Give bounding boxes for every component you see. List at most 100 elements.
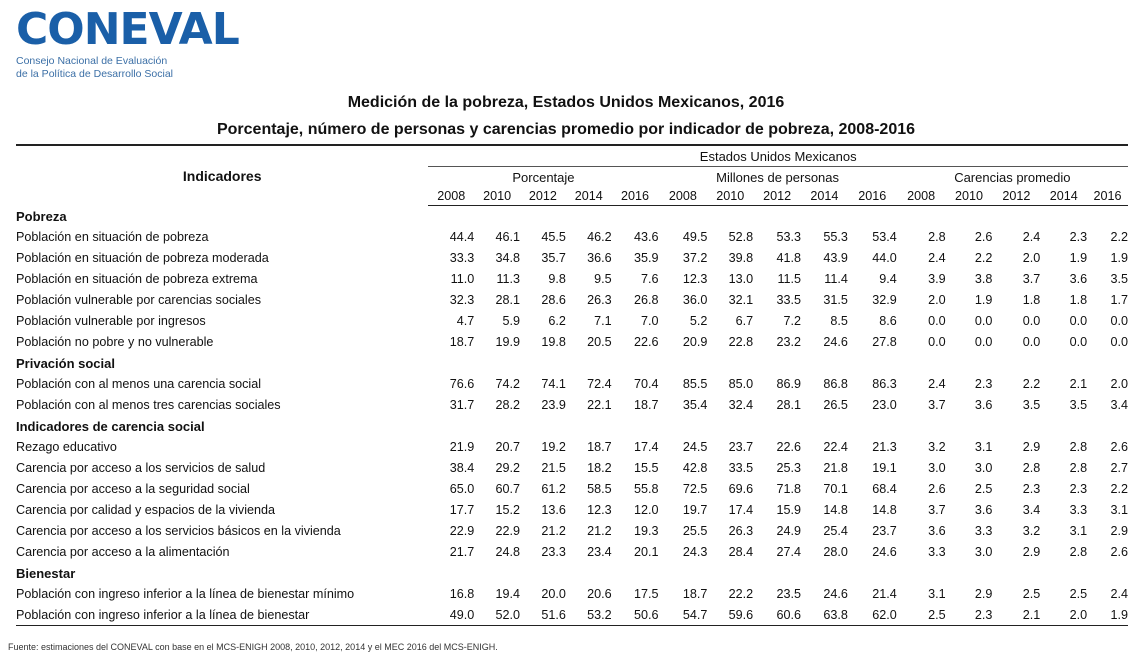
table-cell: 3.6: [974, 398, 993, 412]
table-cell: 20.7: [495, 440, 521, 454]
table-cell: 2.8: [1069, 545, 1088, 559]
table-cell: 17.4: [728, 503, 754, 517]
logo-wordmark: CONEVAL: [16, 4, 240, 55]
section-label: Bienestar: [16, 565, 76, 581]
table-cell: 86.3: [872, 377, 897, 391]
row-label: Población con al menos tres carencias so…: [16, 398, 281, 412]
table-cell: 23.7: [728, 440, 754, 454]
table-cell: 32.3: [449, 293, 475, 307]
table-row: Población en situación de pobreza modera…: [16, 248, 1128, 269]
table-cell: 2.8: [1022, 461, 1041, 475]
table-cell: 52.8: [728, 230, 754, 244]
table-cell: 50.6: [611, 604, 659, 626]
table-cell: 24.5: [682, 440, 708, 454]
table-cell: 27.8: [872, 335, 897, 349]
table-cell: 3.7: [928, 503, 946, 517]
table-row: Población con al menos una carencia soci…: [16, 374, 1128, 395]
table-cell: 14.8: [872, 503, 897, 517]
year-header: 2008: [428, 187, 475, 206]
table-cell: 3.5: [1110, 272, 1128, 286]
table-cell: 11.5: [777, 272, 802, 286]
table-cell: 36.0: [682, 293, 708, 307]
row-label: Población vulnerable por carencias socia…: [16, 293, 262, 307]
page-subtitle: Porcentaje, número de personas y carenci…: [216, 121, 916, 138]
table-cell: 2.3: [974, 377, 993, 391]
table-cell: 51.6: [520, 604, 566, 626]
table-cell: 3.0: [974, 461, 993, 475]
table-cell: 23.3: [541, 545, 566, 559]
table-cell: 60.6: [753, 604, 802, 626]
table-cell: 0.0: [1069, 314, 1088, 328]
table-row: Carencia por acceso a los servicios de s…: [16, 458, 1128, 479]
year-header-row: 2008 2010 2012 2014 2016 2008 2010 2012 2014 2016…: [16, 187, 1128, 206]
table-cell: 3.2: [1022, 524, 1041, 538]
table-cell: 32.9: [872, 293, 897, 307]
table-cell: 49.0: [428, 604, 475, 626]
table-cell: 2.6: [1110, 545, 1128, 559]
table-row: Carencia por acceso a la seguridad socia…: [16, 479, 1128, 500]
logo-subtitle-line2: de la Política de Desarrollo Social: [16, 68, 173, 80]
table-row: Población vulnerable por carencias socia…: [16, 290, 1128, 311]
table-cell: 72.5: [682, 482, 708, 496]
year-header: 2010: [474, 187, 521, 206]
table-cell: 2.3: [945, 604, 993, 626]
year-header: 2014: [1040, 187, 1088, 206]
table-cell: 31.5: [823, 293, 848, 307]
row-label: Población con al menos una carencia soci…: [16, 377, 262, 391]
table-cell: 2.0: [1040, 604, 1088, 626]
table-cell: 17.7: [449, 503, 475, 517]
table-cell: 1.9: [1087, 604, 1128, 626]
table-body: Pobreza Población en situación de pobreza…: [16, 206, 1128, 626]
table-row: Población no pobre y no vulnerable 18.7 19…: [16, 332, 1128, 353]
table-cell: 7.2: [783, 314, 802, 328]
table-cell: 3.1: [1110, 503, 1128, 517]
section-label: Indicadores de carencia social: [16, 418, 205, 434]
table-cell: 2.6: [1110, 440, 1128, 454]
table-cell: 2.1: [992, 604, 1041, 626]
table-cell: 35.4: [682, 398, 708, 412]
table-cell: 2.4: [928, 377, 946, 391]
table-cell: 23.0: [872, 398, 897, 412]
table-cell: 9.5: [594, 272, 612, 286]
table-cell: 20.6: [587, 587, 612, 601]
table-cell: 74.2: [495, 377, 521, 391]
table-cell: 33.5: [728, 461, 754, 475]
table-cell: 14.8: [823, 503, 848, 517]
table-cell: 17.4: [633, 440, 659, 454]
table-cell: 26.5: [823, 398, 848, 412]
table-cell: 2.6: [974, 230, 993, 244]
table-cell: 3.2: [928, 440, 946, 454]
table-cell: 71.8: [776, 482, 802, 496]
table-cell: 22.8: [728, 335, 754, 349]
table-cell: 46.1: [495, 230, 521, 244]
table-cell: 6.7: [735, 314, 754, 328]
table-cell: 1.9: [1069, 251, 1088, 265]
table-cell: 2.2: [1110, 230, 1128, 244]
table-cell: 0.0: [1022, 314, 1041, 328]
table-cell: 21.8: [823, 461, 848, 475]
year-header: 2016: [847, 187, 897, 206]
table-cell: 18.7: [682, 587, 708, 601]
table-cell: 22.6: [776, 440, 802, 454]
row-label: Población con ingreso inferior a la líne…: [16, 587, 355, 601]
table-cell: 2.0: [928, 293, 946, 307]
table-cell: 37.2: [682, 251, 708, 265]
table-cell: 2.6: [928, 482, 946, 496]
table-cell: 19.9: [495, 335, 521, 349]
table-cell: 60.7: [495, 482, 521, 496]
logo-subtitle-line1: Consejo Nacional de Evaluación: [16, 55, 168, 67]
table-cell: 2.4: [928, 251, 946, 265]
table-cell: 1.8: [1022, 293, 1041, 307]
table-cell: 21.3: [872, 440, 897, 454]
table-cell: 2.0: [1110, 377, 1128, 391]
table-cell: 42.8: [682, 461, 708, 475]
table-cell: 19.4: [495, 587, 521, 601]
table-cell: 2.4: [1110, 587, 1128, 601]
table-cell: 69.6: [728, 482, 754, 496]
table-cell: 39.8: [728, 251, 754, 265]
year-header: 2010: [707, 187, 754, 206]
table-cell: 76.6: [449, 377, 475, 391]
table-cell: 3.8: [974, 272, 993, 286]
country-header: Estados Unidos Mexicanos: [699, 148, 857, 164]
table-cell: 23.2: [776, 335, 802, 349]
